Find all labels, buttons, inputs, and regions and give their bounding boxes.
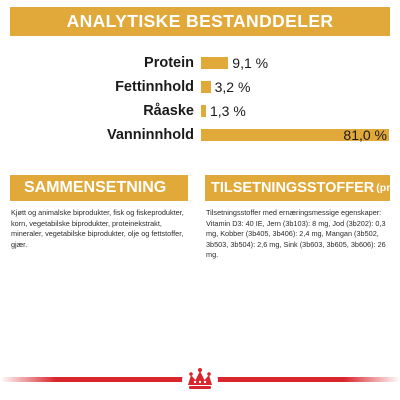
royal-canin-crown-logo-icon: [182, 367, 218, 393]
analytics-row-protein: Protein 9,1 %: [0, 52, 400, 74]
page-title: ANALYTISKE BESTANDDELER: [66, 11, 334, 31]
analytics-label: Protein: [144, 55, 194, 71]
header-banner: ANALYTISKE BESTANDDELER: [10, 7, 390, 36]
analytics-value: 9,1 %: [232, 55, 269, 71]
additives-text: Tilsetningsstoffer med ernæringsmessige …: [206, 208, 386, 260]
analytics-bar: [201, 81, 211, 93]
analytics-value: 1,3 %: [210, 103, 246, 119]
analytics-value: 3,2 %: [214, 79, 251, 95]
additives-subtitle: (pr. kg): [376, 182, 390, 194]
additives-title: TILSETNINGSSTOFFER: [211, 180, 375, 196]
additives-header: TILSETNINGSSTOFFER (pr. kg): [205, 175, 390, 201]
composition-text: Kjøtt og animalske biprodukter, fisk og …: [11, 208, 184, 249]
analytics-bar: [201, 105, 206, 117]
analytics-bar: [201, 57, 229, 69]
analytics-bar: [201, 129, 389, 141]
analytics-row-moisture: Vanninnhold 81,0 %: [0, 124, 400, 146]
analytics-value: 81,0 %: [343, 127, 387, 143]
analytics-row-ash: Råaske 1,3 %: [0, 100, 400, 122]
analytics-row-fat: Fettinnhold 3,2 %: [0, 76, 400, 98]
analytics-label: Råaske: [143, 103, 194, 119]
composition-title: SAMMENSETNING: [24, 179, 167, 196]
composition-header: SAMMENSETNING: [10, 175, 188, 201]
analytics-label: Fettinnhold: [115, 79, 194, 95]
analytics-label: Vanninnhold: [107, 127, 194, 143]
